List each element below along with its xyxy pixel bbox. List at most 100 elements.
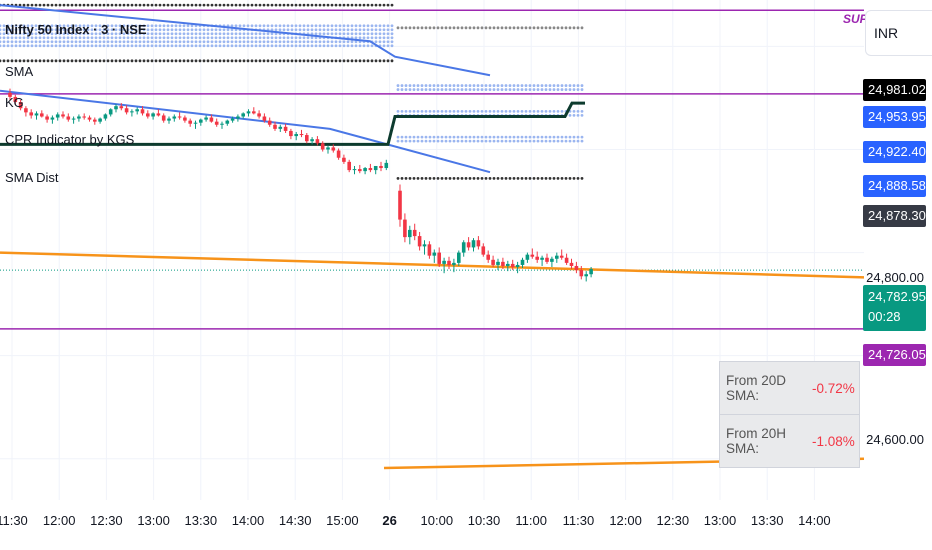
cpr-dot (158, 24, 162, 28)
cpr-dot (496, 26, 500, 30)
cpr-dot (354, 44, 358, 48)
cpr-dot (198, 32, 202, 36)
cpr-dot (154, 32, 158, 36)
cpr-dot (22, 44, 26, 48)
cpr-dot (504, 88, 508, 91)
cpr-dot (302, 44, 306, 48)
cpr-dot (214, 28, 218, 32)
cpr-dot (230, 44, 234, 48)
cpr-dot (86, 36, 90, 40)
legend-kg[interactable]: KG (5, 95, 24, 110)
legend-cpr[interactable]: CPR Indicator by KGS (5, 132, 135, 147)
cpr-dot (62, 44, 66, 48)
cpr-dot (98, 40, 102, 44)
cpr-dot (186, 32, 190, 36)
cpr-dot (330, 40, 334, 44)
cpr-dot (404, 176, 408, 180)
cpr-dot (166, 44, 170, 48)
candle-body (204, 117, 208, 120)
cpr-dot (400, 26, 404, 30)
cpr-dot (166, 36, 170, 40)
cpr-dot (516, 109, 520, 113)
cpr-dot (94, 59, 98, 63)
cpr-dot (544, 176, 548, 180)
cpr-dot (318, 40, 322, 44)
cpr-dot (246, 24, 250, 28)
cpr-dot (194, 32, 198, 36)
cpr-dot (330, 32, 334, 36)
cpr-dot (408, 139, 412, 143)
cpr-dot (130, 24, 134, 28)
cpr-dot (22, 59, 26, 63)
symbol-title[interactable]: Nifty 50 Index · 3 · NSE (5, 22, 147, 37)
cpr-dot (476, 109, 480, 113)
cpr-dot (444, 88, 448, 91)
cpr-dot (118, 32, 122, 36)
cpr-dot (314, 59, 318, 63)
cpr-dot (416, 88, 420, 91)
cpr-dot (378, 28, 382, 32)
cpr-dot (54, 40, 58, 44)
cpr-dot (476, 84, 480, 87)
cpr-dot (492, 84, 496, 87)
cpr-dot (218, 32, 222, 36)
cpr-dot (436, 139, 440, 143)
cpr-dot (370, 59, 374, 63)
cpr-dot (106, 32, 110, 36)
cpr-dot (496, 176, 500, 180)
cpr-dot (14, 32, 18, 36)
cpr-dot (18, 3, 22, 7)
cpr-dot (358, 24, 362, 28)
cpr-dot (70, 28, 74, 32)
cpr-dot (416, 135, 420, 139)
cpr-dot (138, 36, 142, 40)
cpr-dot (382, 28, 386, 32)
cpr-dot (130, 44, 134, 48)
chart-canvas[interactable] (0, 0, 864, 500)
cpr-dot (460, 139, 464, 143)
cpr-dot (250, 40, 254, 44)
cpr-dot (580, 84, 584, 87)
currency-selector[interactable]: INR (865, 10, 932, 56)
cpr-dot (82, 36, 86, 40)
cpr-dot (456, 139, 460, 143)
cpr-dot (496, 109, 500, 113)
cpr-dot (576, 88, 580, 91)
legend-sma[interactable]: SMA (5, 64, 34, 79)
cpr-dot (424, 84, 428, 87)
cpr-dot (0, 59, 2, 63)
cpr-dot (230, 32, 234, 36)
cpr-dot (476, 88, 480, 91)
candle-body (77, 116, 81, 119)
cpr-dot (262, 40, 266, 44)
cpr-dot (500, 135, 504, 139)
cpr-dot (362, 3, 366, 7)
cpr-dot (14, 24, 18, 28)
cpr-dot (568, 139, 572, 143)
cpr-dot (576, 26, 580, 30)
cpr-dot (214, 32, 218, 36)
cpr-dot (528, 88, 532, 91)
cpr-dot (18, 32, 22, 36)
candle-body (336, 150, 341, 158)
candle-body (379, 165, 383, 169)
cpr-dot (354, 3, 358, 7)
cpr-dot (552, 26, 556, 30)
cpr-dot (138, 44, 142, 48)
cpr-dot (154, 24, 158, 28)
cpr-dot (420, 109, 424, 113)
cpr-dot (500, 84, 504, 87)
cpr-dot (34, 32, 38, 36)
cpr-dot (14, 40, 18, 44)
candle-body (146, 113, 150, 117)
cpr-dot (174, 32, 178, 36)
cpr-dot (258, 44, 262, 48)
cpr-dot (416, 26, 420, 30)
cpr-dot (576, 176, 580, 180)
cpr-dot (302, 24, 306, 28)
candle-body (452, 262, 456, 265)
cpr-dot (512, 135, 516, 139)
legend-sma-dist[interactable]: SMA Dist (5, 170, 59, 185)
candle-body (363, 168, 367, 172)
cpr-dot (270, 36, 274, 40)
